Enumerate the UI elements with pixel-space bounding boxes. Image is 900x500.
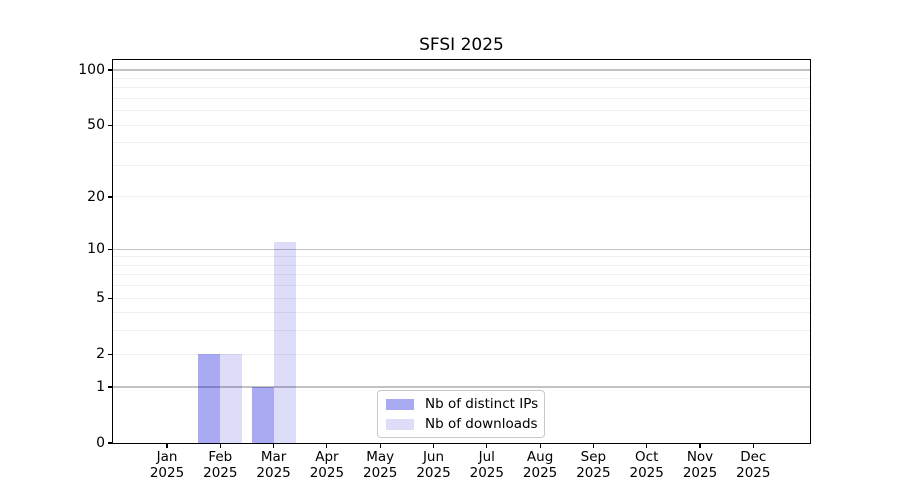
x-tick xyxy=(326,443,328,448)
legend-swatch-downloads xyxy=(386,418,414,430)
y-tick-label: 5 xyxy=(96,290,105,307)
y-tick xyxy=(108,69,113,71)
y-tick xyxy=(108,353,113,355)
gridline-minor xyxy=(113,274,810,276)
gridline-minor xyxy=(113,353,810,355)
x-tick-label: Sep 2025 xyxy=(576,449,611,481)
legend-item-downloads: Nb of downloads xyxy=(386,416,544,432)
y-tick xyxy=(108,196,113,198)
gridline-minor xyxy=(113,285,810,287)
x-tick xyxy=(166,443,168,448)
y-tick-label: 10 xyxy=(87,241,105,258)
x-tick-label: Nov 2025 xyxy=(682,449,718,481)
gridline-minor xyxy=(113,124,810,126)
x-tick xyxy=(219,443,221,448)
x-tick-label: Feb 2025 xyxy=(203,449,238,481)
gridline-minor xyxy=(113,330,810,332)
legend: Nb of distinct IPs Nb of downloads xyxy=(377,390,545,438)
y-tick-label: 100 xyxy=(78,62,105,78)
gridline-major xyxy=(113,386,810,388)
x-tick xyxy=(273,443,275,448)
bar-distinct-ips xyxy=(251,386,274,443)
gridline-major xyxy=(113,248,810,250)
bar-downloads xyxy=(220,354,243,443)
x-tick xyxy=(592,443,594,448)
x-tick xyxy=(539,443,541,448)
gridline-minor xyxy=(113,77,810,79)
gridline-minor xyxy=(113,97,810,99)
legend-label-distinct-ips: Nb of distinct IPs xyxy=(425,396,539,412)
gridline-minor xyxy=(113,110,810,112)
gridline-minor xyxy=(113,264,810,266)
x-tick-label: Oct 2025 xyxy=(629,449,664,481)
y-tick xyxy=(108,124,113,126)
y-tick xyxy=(108,386,113,388)
y-tick-label: 50 xyxy=(87,117,105,134)
legend-item-distinct-ips: Nb of distinct IPs xyxy=(386,396,544,412)
y-tick-label: 1 xyxy=(96,378,105,395)
chart-title: SFSI 2025 xyxy=(419,35,504,55)
legend-swatch-distinct-ips xyxy=(386,398,414,410)
y-tick-label: 20 xyxy=(87,188,105,205)
x-tick-label: Apr 2025 xyxy=(309,449,345,481)
gridline-minor xyxy=(113,87,810,89)
gridline-major xyxy=(113,69,810,71)
x-tick-label: Aug 2025 xyxy=(522,449,558,481)
x-tick-label: Jan 2025 xyxy=(149,449,185,481)
bar-downloads xyxy=(273,242,296,443)
y-tick xyxy=(108,442,113,444)
y-tick-label: 0 xyxy=(96,435,105,451)
x-tick-label: Mar 2025 xyxy=(256,449,291,481)
x-tick-label: Jul 2025 xyxy=(469,449,504,481)
plot-area xyxy=(113,60,810,443)
x-tick-label: Dec 2025 xyxy=(736,449,771,481)
gridline-minor xyxy=(113,142,810,144)
x-tick-label: May 2025 xyxy=(363,449,398,481)
gridline-minor xyxy=(113,297,810,299)
x-tick xyxy=(699,443,701,448)
gridline-minor xyxy=(113,256,810,258)
y-tick xyxy=(108,297,113,299)
y-tick-label: 2 xyxy=(96,346,105,363)
bar-distinct-ips xyxy=(198,354,221,443)
x-tick xyxy=(646,443,648,448)
legend-label-downloads: Nb of downloads xyxy=(425,416,538,432)
x-tick-label: Jun 2025 xyxy=(416,449,451,481)
gridline-minor xyxy=(113,196,810,198)
x-tick xyxy=(432,443,435,448)
x-tick xyxy=(379,443,381,448)
x-tick xyxy=(752,443,754,448)
gridline-minor xyxy=(113,164,810,166)
gridline-minor xyxy=(113,312,810,314)
x-tick xyxy=(486,443,488,448)
y-tick xyxy=(108,248,113,250)
